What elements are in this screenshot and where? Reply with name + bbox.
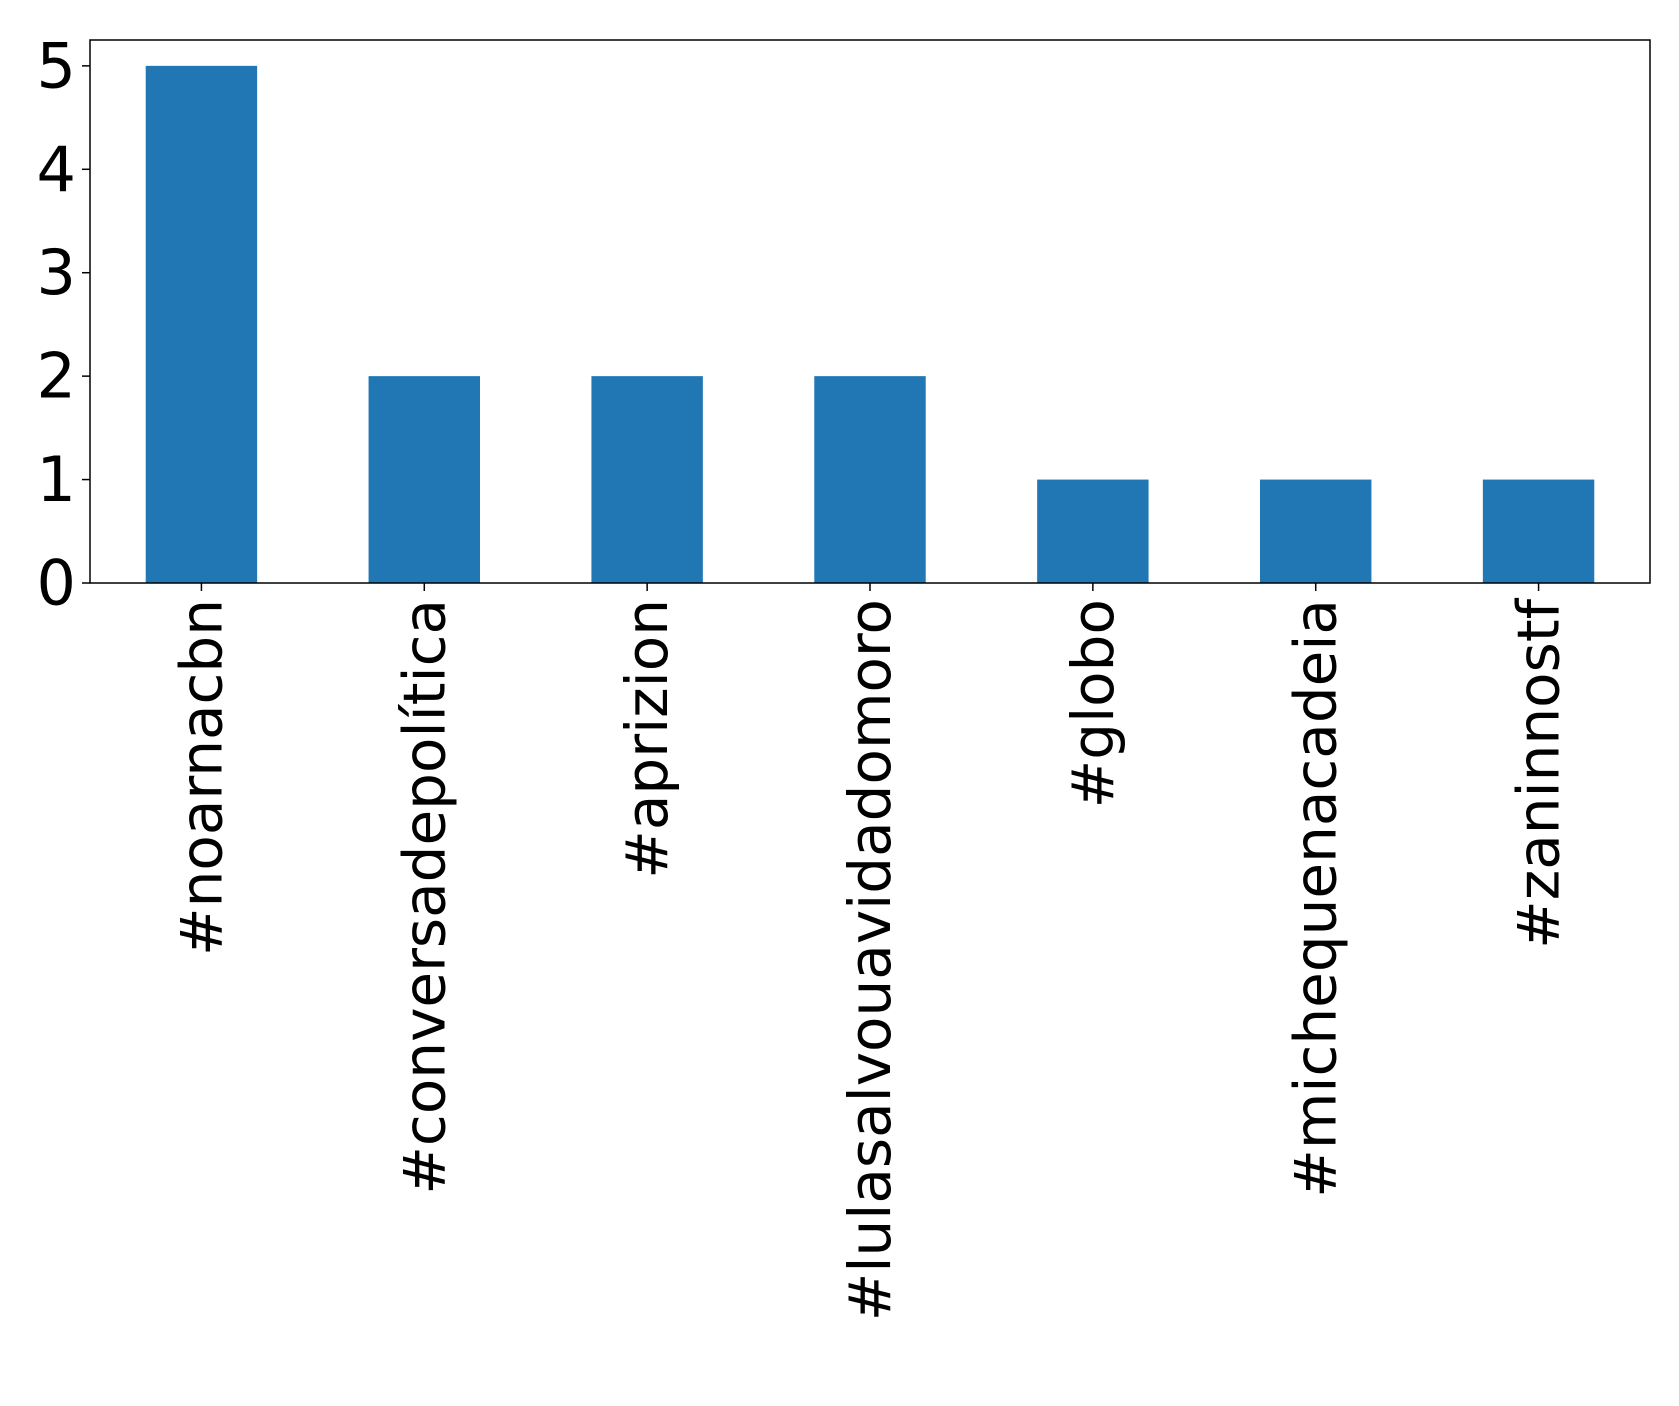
- plot-frame: [89, 39, 1651, 584]
- bar-0: [145, 65, 258, 584]
- y-tick-label-5: 5: [37, 29, 76, 102]
- y-tick-label-1: 1: [37, 443, 76, 516]
- x-tick-label-2: #aprizion: [613, 599, 681, 879]
- x-tick-label-3: #lulasalvouavidadomoro: [836, 599, 904, 1321]
- x-tick-label-6: #zaninnostf: [1505, 597, 1573, 948]
- bar-3: [814, 376, 926, 583]
- bar-4: [1037, 479, 1149, 583]
- y-tick-label-4: 4: [37, 133, 76, 206]
- y-tick-label-0: 0: [37, 547, 76, 620]
- y-tick-label-3: 3: [37, 236, 76, 309]
- x-tick-label-4: #globo: [1059, 599, 1127, 808]
- bar-6: [1482, 479, 1595, 583]
- y-axis: 0 1 2 3 4 5: [37, 29, 90, 620]
- bar-2: [591, 376, 703, 583]
- x-axis: #noarnacbn #conversadepolítica #aprizion #l…: [167, 583, 1573, 1321]
- bar-5: [1260, 479, 1372, 583]
- bar-1: [368, 376, 480, 583]
- bars-group: [145, 65, 1595, 584]
- x-tick-label-0: #noarnacbn: [167, 599, 235, 956]
- x-tick-label-5: #michequenacadeia: [1282, 599, 1350, 1198]
- x-tick-label-1: #conversadepolítica: [390, 599, 458, 1195]
- y-tick-label-2: 2: [37, 340, 76, 413]
